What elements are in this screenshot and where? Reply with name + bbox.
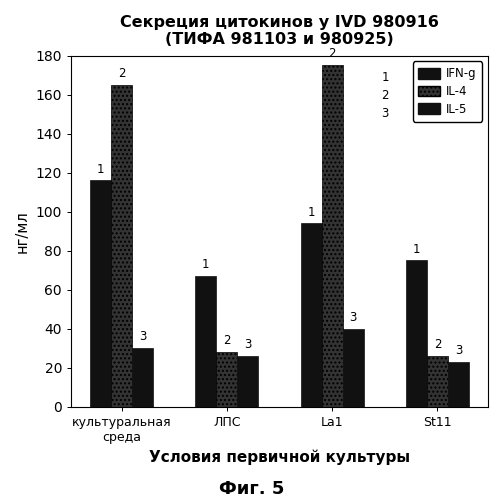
Text: 3: 3 — [455, 344, 462, 357]
Text: 2: 2 — [434, 338, 441, 351]
Text: 2: 2 — [381, 89, 389, 102]
Text: Фиг. 5: Фиг. 5 — [219, 480, 284, 498]
Text: 3: 3 — [381, 106, 389, 120]
Bar — [216, 352, 237, 407]
Text: 1: 1 — [307, 206, 315, 218]
Bar — [343, 329, 364, 407]
X-axis label: Условия первичной культуры: Условия первичной культуры — [149, 450, 410, 465]
Text: 1: 1 — [97, 162, 104, 175]
Text: 3: 3 — [244, 338, 252, 351]
Bar — [427, 356, 448, 407]
Title: Секреция цитокинов у IVD 980916
(ТИФА 981103 и 980925): Секреция цитокинов у IVD 980916 (ТИФА 98… — [120, 15, 439, 48]
Text: 2: 2 — [223, 334, 231, 347]
Bar — [111, 85, 132, 407]
Text: 3: 3 — [350, 311, 357, 324]
Bar — [195, 276, 216, 407]
Bar — [237, 356, 259, 407]
Bar — [90, 180, 111, 407]
Bar — [301, 224, 321, 407]
Text: 2: 2 — [328, 48, 336, 60]
Bar — [321, 66, 343, 407]
Text: 1: 1 — [412, 242, 420, 256]
Bar — [132, 348, 153, 407]
Text: 2: 2 — [118, 67, 125, 80]
Legend: IFN-g, IL-4, IL-5: IFN-g, IL-4, IL-5 — [412, 62, 482, 122]
Bar — [448, 362, 469, 407]
Text: 1: 1 — [202, 258, 210, 271]
Text: 1: 1 — [381, 72, 389, 85]
Text: 3: 3 — [139, 330, 146, 344]
Bar — [406, 260, 427, 407]
Y-axis label: нг/мл: нг/мл — [15, 210, 30, 252]
